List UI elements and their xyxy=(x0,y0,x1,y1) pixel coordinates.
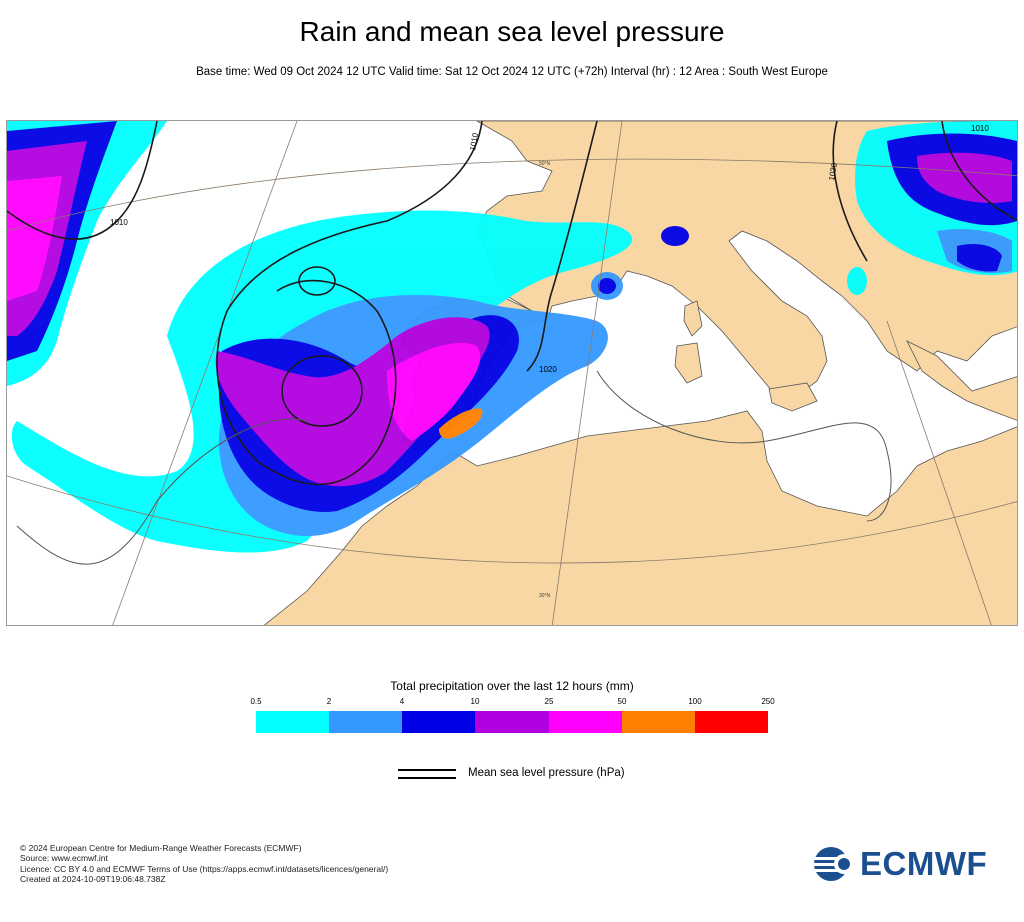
contour-label: 1020 xyxy=(539,365,557,374)
contour-label: 1010 xyxy=(110,218,128,227)
legend-title: Total precipitation over the last 12 hou… xyxy=(390,679,634,693)
legend-swatch xyxy=(329,711,403,733)
ecmwf-logo-icon xyxy=(814,847,856,881)
chart-subtitle: Base time: Wed 09 Oct 2024 12 UTC Valid … xyxy=(196,66,828,78)
map-svg: 1010 1010 1010 1020 1020 50°N 30°N xyxy=(7,121,1017,625)
mslp-line-icon xyxy=(398,777,456,779)
legend-tick: 2 xyxy=(326,697,332,706)
footer-source: Source: www.ecmwf.int xyxy=(20,853,108,864)
legend-swatch xyxy=(694,711,768,733)
footer-created: Created at 2024-10-09T19:06:48.738Z xyxy=(20,873,166,884)
thin-isobars xyxy=(16,370,892,565)
legend-tick: 4 xyxy=(399,697,405,706)
lat-label-50n: 50°N xyxy=(539,161,551,167)
contour-label: 1020 xyxy=(827,162,839,182)
legend-swatch xyxy=(548,711,622,733)
legend-tick: 25 xyxy=(544,697,554,706)
latitude-labels: 50°N 30°N xyxy=(539,161,551,599)
ecmwf-logo: ECMWF xyxy=(812,845,1007,883)
footer-licence: Licence: CC BY 4.0 and ECMWF Terms of Us… xyxy=(20,863,389,874)
graticule xyxy=(7,121,1017,625)
isobars xyxy=(7,121,1017,486)
legend-tick: 50 xyxy=(617,697,627,706)
precip-layer xyxy=(7,121,1017,553)
legend-tick: 100 xyxy=(688,697,702,706)
legend-tick: 10 xyxy=(470,697,480,706)
legend-swatch xyxy=(621,711,695,733)
footer-copyright: © 2024 European Centre for Medium-Range … xyxy=(20,843,302,853)
legend-tick: 250 xyxy=(761,697,775,706)
contour-labels: 1010 1010 1010 1020 1020 xyxy=(110,124,989,374)
chart-title: Rain and mean sea level pressure xyxy=(299,16,725,47)
contour-label: 1010 xyxy=(468,132,480,152)
legend-swatch xyxy=(256,711,330,733)
mslp-line-icon xyxy=(398,769,456,771)
mslp-label: Mean sea level pressure (hPa) xyxy=(468,767,625,779)
contour-label: 1010 xyxy=(971,124,989,133)
mslp-legend: Mean sea level pressure (hPa) xyxy=(398,766,658,784)
precipitation-map: 1010 1010 1010 1020 1020 50°N 30°N xyxy=(6,120,1018,626)
legend-swatch xyxy=(402,711,476,733)
lat-label-30n: 30°N xyxy=(539,593,551,599)
legend-swatch xyxy=(475,711,549,733)
legend-colorbar xyxy=(256,711,768,733)
footer-credits: © 2024 European Centre for Medium-Range … xyxy=(20,843,388,884)
legend-tick: 0.5 xyxy=(250,697,262,706)
logo-text: ECMWF xyxy=(860,845,988,882)
legend-ticks: 0.5 2 4 10 25 50 100 250 xyxy=(250,697,774,709)
